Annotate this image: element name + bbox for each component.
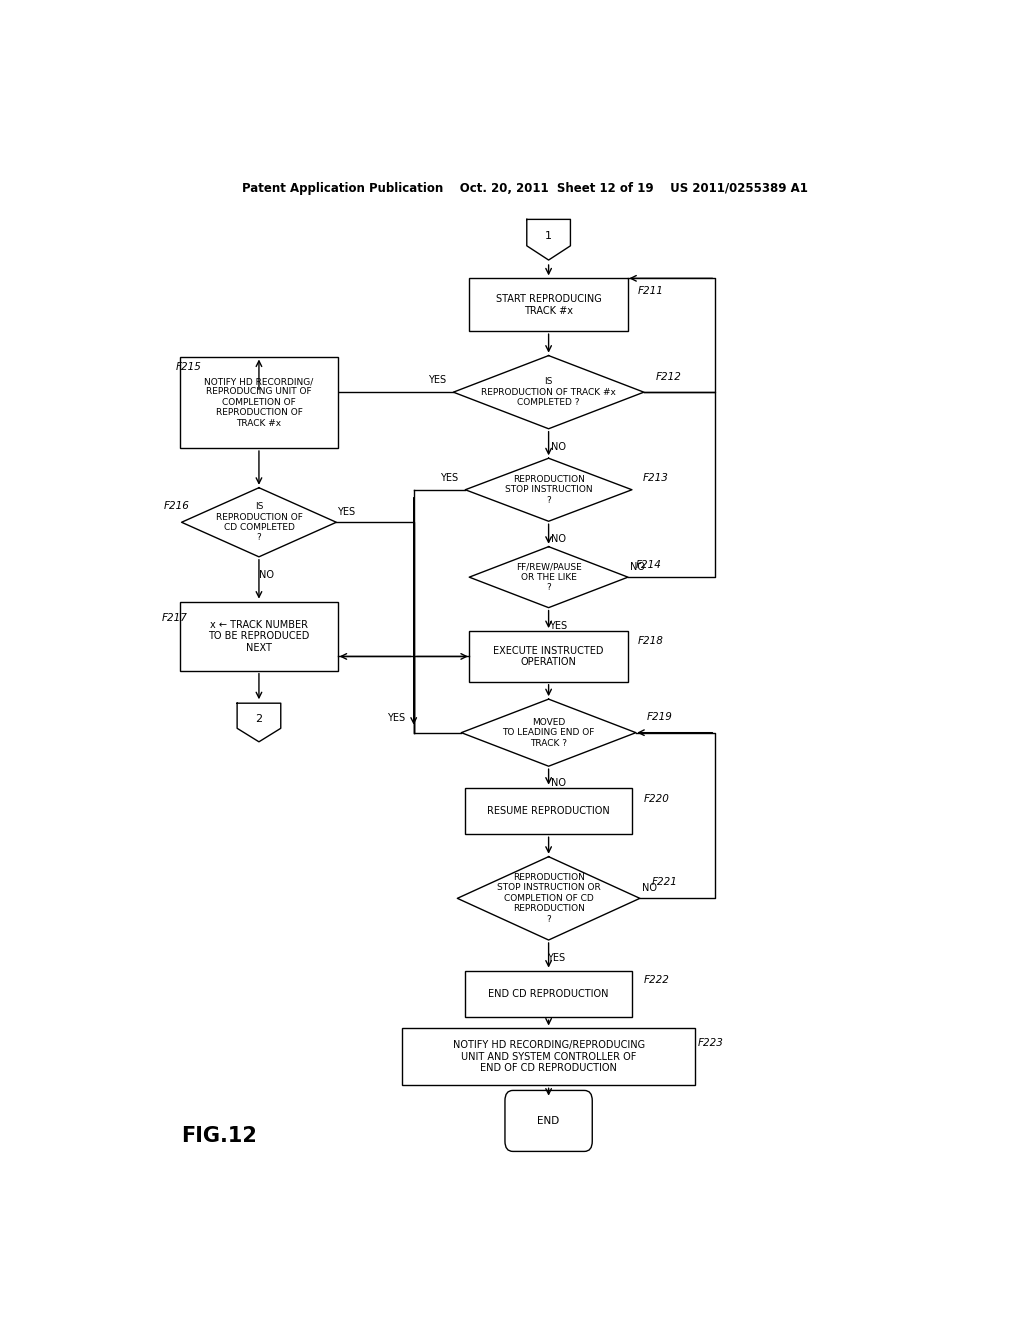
Text: YES: YES bbox=[549, 620, 567, 631]
Text: NOTIFY HD RECORDING/REPRODUCING
UNIT AND SYSTEM CONTROLLER OF
END OF CD REPRODUC: NOTIFY HD RECORDING/REPRODUCING UNIT AND… bbox=[453, 1040, 645, 1073]
Text: F215: F215 bbox=[176, 362, 202, 372]
Text: F221: F221 bbox=[652, 876, 678, 887]
Text: YES: YES bbox=[440, 473, 459, 483]
Text: YES: YES bbox=[548, 953, 565, 964]
Text: F219: F219 bbox=[646, 713, 672, 722]
Text: NO: NO bbox=[259, 570, 274, 579]
Text: NO: NO bbox=[551, 442, 565, 451]
Polygon shape bbox=[526, 219, 570, 260]
FancyBboxPatch shape bbox=[469, 279, 628, 331]
Text: Patent Application Publication    Oct. 20, 2011  Sheet 12 of 19    US 2011/02553: Patent Application Publication Oct. 20, … bbox=[242, 182, 808, 195]
Text: F212: F212 bbox=[655, 372, 682, 381]
Polygon shape bbox=[238, 704, 281, 742]
Text: RESUME REPRODUCTION: RESUME REPRODUCTION bbox=[487, 807, 610, 816]
Text: 1: 1 bbox=[545, 231, 552, 240]
Text: END: END bbox=[538, 1115, 560, 1126]
Polygon shape bbox=[181, 487, 336, 557]
Text: START REPRODUCING
TRACK #x: START REPRODUCING TRACK #x bbox=[496, 294, 601, 315]
Text: FIG.12: FIG.12 bbox=[181, 1126, 257, 1146]
Polygon shape bbox=[462, 700, 636, 766]
Text: FF/REW/PAUSE
OR THE LIKE
?: FF/REW/PAUSE OR THE LIKE ? bbox=[516, 562, 582, 593]
Text: F217: F217 bbox=[162, 612, 188, 623]
FancyBboxPatch shape bbox=[465, 970, 632, 1018]
FancyBboxPatch shape bbox=[179, 602, 338, 671]
Text: 2: 2 bbox=[255, 714, 262, 723]
Text: YES: YES bbox=[337, 507, 355, 517]
Text: YES: YES bbox=[428, 375, 446, 385]
Text: END CD REPRODUCTION: END CD REPRODUCTION bbox=[488, 989, 609, 999]
Text: NO: NO bbox=[551, 779, 565, 788]
Text: F222: F222 bbox=[644, 974, 670, 985]
Text: IS
REPRODUCTION OF
CD COMPLETED
?: IS REPRODUCTION OF CD COMPLETED ? bbox=[215, 502, 302, 543]
FancyBboxPatch shape bbox=[401, 1028, 695, 1085]
Text: F216: F216 bbox=[164, 502, 189, 511]
Polygon shape bbox=[465, 458, 632, 521]
Text: F218: F218 bbox=[638, 636, 664, 647]
Text: F214: F214 bbox=[636, 560, 662, 570]
Text: NO: NO bbox=[551, 533, 565, 544]
Text: YES: YES bbox=[387, 713, 406, 723]
FancyBboxPatch shape bbox=[179, 356, 338, 447]
Polygon shape bbox=[458, 857, 640, 940]
FancyBboxPatch shape bbox=[505, 1090, 592, 1151]
Text: F223: F223 bbox=[697, 1038, 724, 1048]
Text: F211: F211 bbox=[638, 285, 664, 296]
FancyBboxPatch shape bbox=[465, 788, 632, 834]
Text: x ← TRACK NUMBER
TO BE REPRODUCED
NEXT: x ← TRACK NUMBER TO BE REPRODUCED NEXT bbox=[208, 619, 309, 652]
Text: REPRODUCTION
STOP INSTRUCTION OR
COMPLETION OF CD
REPRODUCTION
?: REPRODUCTION STOP INSTRUCTION OR COMPLET… bbox=[497, 873, 600, 924]
Text: NO: NO bbox=[642, 883, 656, 894]
Text: EXECUTE INSTRUCTED
OPERATION: EXECUTE INSTRUCTED OPERATION bbox=[494, 645, 604, 667]
Polygon shape bbox=[454, 355, 644, 429]
Text: MOVED
TO LEADING END OF
TRACK ?: MOVED TO LEADING END OF TRACK ? bbox=[503, 718, 595, 747]
FancyBboxPatch shape bbox=[469, 631, 628, 682]
Text: F213: F213 bbox=[642, 473, 668, 483]
Text: REPRODUCTION
STOP INSTRUCTION
?: REPRODUCTION STOP INSTRUCTION ? bbox=[505, 475, 593, 504]
Polygon shape bbox=[469, 546, 628, 607]
Text: NOTIFY HD RECORDING/
REPRODUCING UNIT OF
COMPLETION OF
REPRODUCTION OF
TRACK #x: NOTIFY HD RECORDING/ REPRODUCING UNIT OF… bbox=[205, 378, 313, 428]
Text: F220: F220 bbox=[644, 793, 670, 804]
Text: IS
REPRODUCTION OF TRACK #x
COMPLETED ?: IS REPRODUCTION OF TRACK #x COMPLETED ? bbox=[481, 378, 616, 407]
Text: NO: NO bbox=[630, 562, 645, 572]
